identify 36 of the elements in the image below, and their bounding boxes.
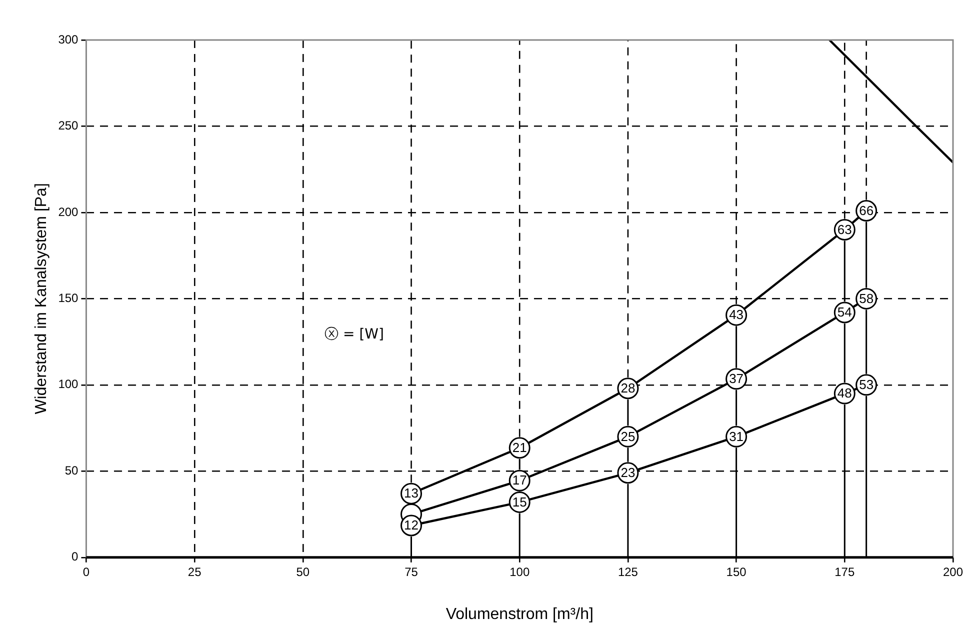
annotation: 66 bbox=[859, 202, 874, 218]
annotation: 43 bbox=[729, 307, 744, 322]
annotation: 58 bbox=[859, 290, 874, 306]
annotation: 37 bbox=[729, 370, 744, 386]
annotation: 21 bbox=[512, 440, 527, 455]
annotation: 13 bbox=[404, 486, 418, 501]
annotation: 15 bbox=[512, 494, 527, 510]
annotation: 53 bbox=[859, 377, 874, 392]
annotation: 12 bbox=[404, 518, 418, 533]
x-tick-label: 25 bbox=[188, 564, 202, 579]
x-tick-label: 200 bbox=[942, 564, 964, 579]
y-tick-label: 200 bbox=[58, 204, 79, 219]
y-tick-label: 250 bbox=[58, 118, 79, 133]
y-tick-label: 300 bbox=[58, 32, 79, 46]
y-tick-label: 100 bbox=[58, 377, 79, 392]
annotation: 25 bbox=[620, 428, 636, 444]
x-tick-label: 100 bbox=[510, 564, 530, 579]
annotation: 63 bbox=[837, 222, 852, 237]
annotation: 23 bbox=[620, 464, 636, 480]
y-tick-label: 50 bbox=[64, 463, 79, 478]
x-tick-label: 125 bbox=[618, 564, 638, 579]
y-tick-label: 150 bbox=[58, 291, 79, 306]
annotation: 31 bbox=[729, 428, 744, 444]
annotation: 17 bbox=[512, 472, 527, 488]
x-axis-title: Volumenstrom [m³/h] bbox=[446, 606, 594, 623]
annotation: 48 bbox=[837, 386, 852, 401]
x-tick-label: 0 bbox=[82, 564, 90, 579]
y-axis-title: Widerstand im Kanalsystem [Pa] bbox=[33, 183, 50, 414]
x-tick-label: 150 bbox=[726, 564, 747, 579]
annotation: ⓧ = [W] bbox=[324, 326, 384, 343]
x-tick-label: 50 bbox=[296, 564, 310, 579]
x-tick-label: 75 bbox=[404, 564, 418, 579]
annotation: 54 bbox=[837, 304, 852, 320]
annotation: 28 bbox=[620, 380, 636, 396]
x-tick-label: 175 bbox=[834, 564, 855, 579]
y-tick-label: 0 bbox=[72, 550, 79, 564]
